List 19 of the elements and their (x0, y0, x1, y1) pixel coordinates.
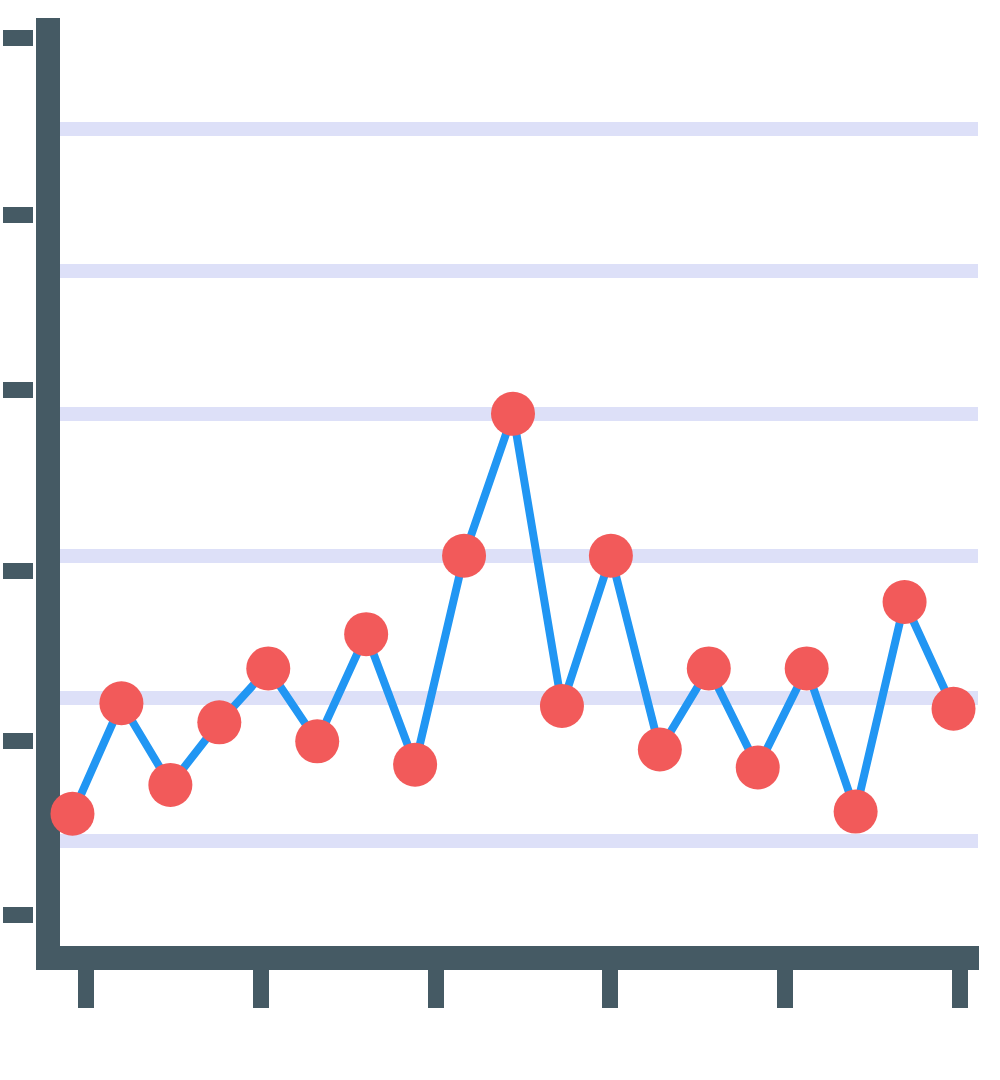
point (393, 742, 438, 787)
point (784, 646, 829, 691)
point (588, 533, 633, 578)
point (295, 719, 340, 764)
point (246, 646, 291, 691)
point (491, 391, 535, 436)
point (539, 683, 584, 728)
point (882, 580, 927, 625)
point (197, 700, 242, 745)
point (833, 789, 878, 834)
point (344, 612, 389, 657)
point (735, 745, 780, 790)
point (686, 646, 731, 691)
point (442, 533, 487, 578)
point (99, 681, 144, 726)
point (637, 727, 682, 772)
point (148, 762, 193, 807)
point (50, 791, 95, 836)
point (931, 686, 976, 731)
